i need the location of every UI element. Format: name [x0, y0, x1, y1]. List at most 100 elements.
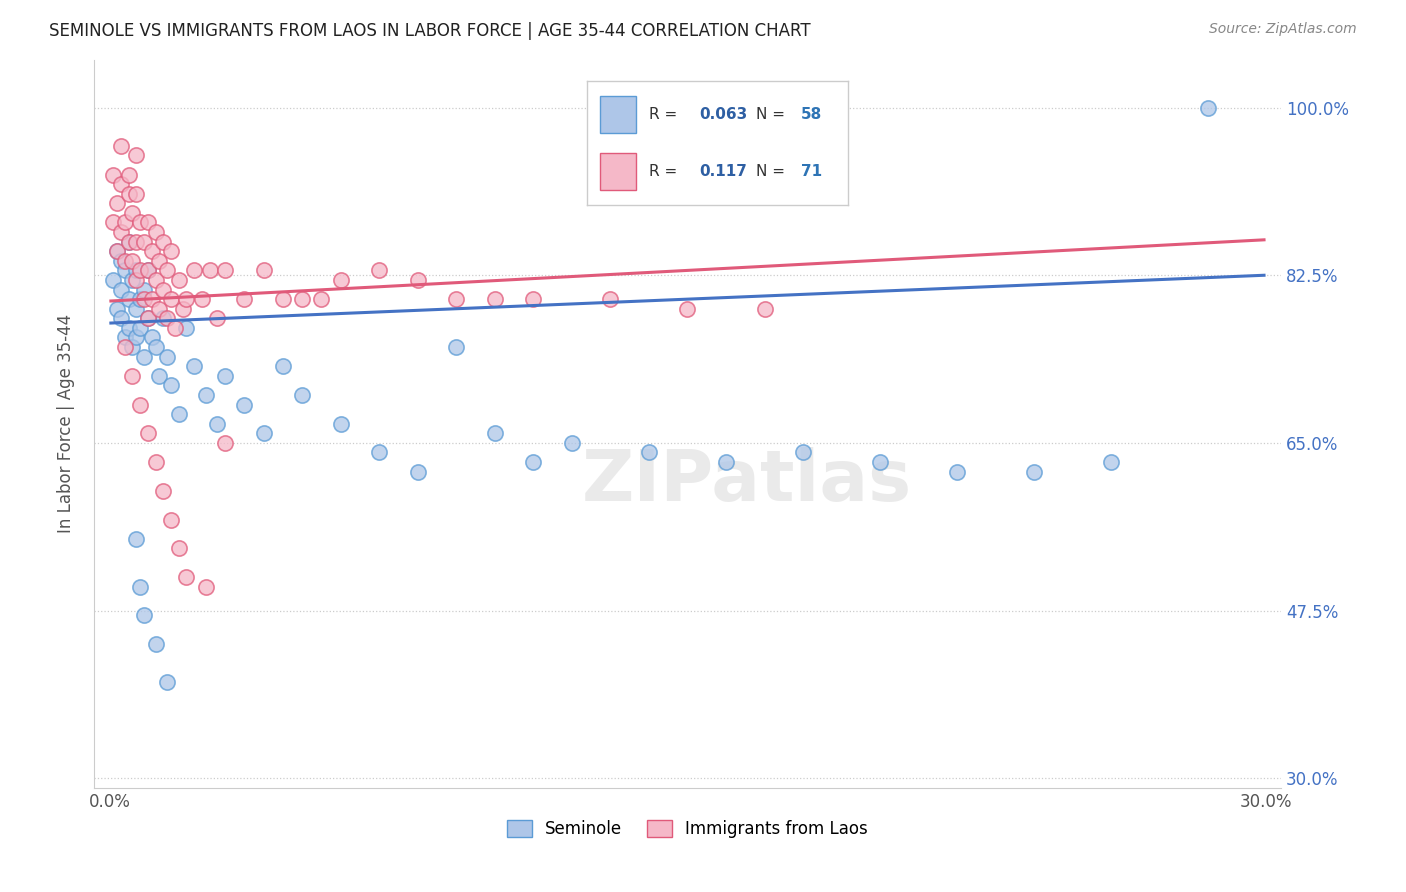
Point: [114, 263, 136, 277]
Point: [141, 292, 163, 306]
Point: [156, 311, 179, 326]
Point: [792, 445, 814, 459]
Point: [163, 321, 186, 335]
Text: Source: ZipAtlas.com: Source: ZipAtlas.com: [1209, 22, 1357, 37]
Point: [117, 292, 139, 306]
Point: [869, 455, 891, 469]
Point: [176, 292, 198, 306]
Point: [136, 263, 159, 277]
Point: [132, 235, 155, 249]
Y-axis label: In Labor Force | Age 35-44: In Labor Force | Age 35-44: [58, 314, 75, 533]
Point: [110, 177, 132, 191]
Point: [176, 321, 198, 335]
Point: [105, 301, 128, 316]
Point: [252, 263, 274, 277]
Point: [160, 378, 183, 392]
Point: [214, 368, 236, 383]
Legend: Seminole, Immigrants from Laos: Seminole, Immigrants from Laos: [501, 814, 875, 845]
Point: [522, 455, 544, 469]
Point: [183, 359, 205, 374]
Point: [160, 292, 183, 306]
Point: [214, 263, 236, 277]
Point: [114, 340, 136, 354]
Point: [103, 273, 125, 287]
Point: [271, 292, 294, 306]
Point: [125, 273, 148, 287]
Point: [136, 263, 159, 277]
Point: [156, 675, 179, 690]
Point: [129, 321, 152, 335]
Point: [311, 292, 333, 306]
Point: [946, 465, 969, 479]
Point: [329, 273, 352, 287]
Point: [125, 235, 148, 249]
Point: [129, 398, 152, 412]
Point: [114, 253, 136, 268]
Point: [110, 225, 132, 239]
Point: [160, 244, 183, 259]
Point: [117, 168, 139, 182]
Point: [141, 330, 163, 344]
Point: [444, 340, 467, 354]
Point: [145, 273, 167, 287]
Point: [167, 541, 190, 556]
Point: [1024, 465, 1046, 479]
Point: [406, 465, 429, 479]
Point: [103, 215, 125, 229]
Point: [145, 455, 167, 469]
Point: [676, 301, 699, 316]
Point: [110, 253, 132, 268]
Point: [110, 283, 132, 297]
Point: [444, 292, 467, 306]
Point: [167, 407, 190, 421]
Point: [561, 436, 583, 450]
Point: [141, 244, 163, 259]
Point: [233, 292, 256, 306]
Point: [105, 196, 128, 211]
Point: [136, 311, 159, 326]
Point: [152, 483, 174, 498]
Point: [148, 301, 170, 316]
Point: [484, 426, 506, 441]
Point: [103, 168, 125, 182]
Point: [132, 283, 155, 297]
Point: [194, 580, 217, 594]
Point: [136, 426, 159, 441]
Point: [160, 512, 183, 526]
Point: [125, 532, 148, 546]
Point: [132, 608, 155, 623]
Text: ZIPatlas: ZIPatlas: [582, 448, 912, 516]
Point: [105, 244, 128, 259]
Point: [152, 283, 174, 297]
Point: [125, 263, 148, 277]
Text: SEMINOLE VS IMMIGRANTS FROM LAOS IN LABOR FORCE | AGE 35-44 CORRELATION CHART: SEMINOLE VS IMMIGRANTS FROM LAOS IN LABO…: [49, 22, 811, 40]
Point: [207, 311, 229, 326]
Point: [129, 580, 152, 594]
Point: [125, 330, 148, 344]
Point: [132, 350, 155, 364]
Point: [125, 148, 148, 162]
Point: [121, 368, 143, 383]
Point: [368, 445, 391, 459]
Point: [183, 263, 205, 277]
Point: [152, 235, 174, 249]
Point: [214, 436, 236, 450]
Point: [291, 292, 314, 306]
Point: [136, 215, 159, 229]
Point: [148, 368, 170, 383]
Point: [156, 350, 179, 364]
Point: [167, 273, 190, 287]
Point: [125, 301, 148, 316]
Point: [291, 388, 314, 402]
Point: [114, 330, 136, 344]
Point: [136, 311, 159, 326]
Point: [110, 311, 132, 326]
Point: [145, 225, 167, 239]
Point: [1197, 101, 1219, 115]
Point: [252, 426, 274, 441]
Point: [129, 263, 152, 277]
Point: [121, 253, 143, 268]
Point: [754, 301, 776, 316]
Point: [129, 215, 152, 229]
Point: [714, 455, 737, 469]
